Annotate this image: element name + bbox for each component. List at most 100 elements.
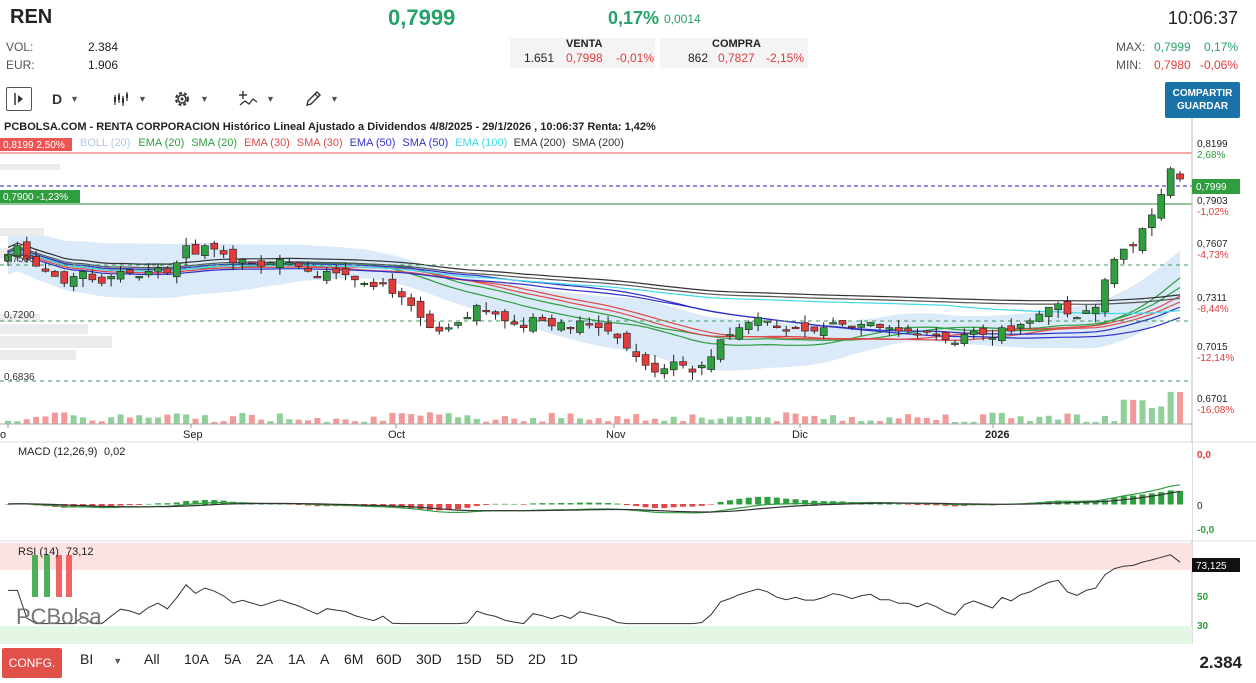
range-button-5d[interactable]: 5D — [496, 651, 514, 667]
month-label: Sep — [183, 429, 203, 441]
candle — [932, 333, 941, 336]
range-button-all[interactable]: All — [144, 651, 160, 667]
volume-total: 2.384 — [1199, 653, 1242, 672]
volume-bar — [539, 421, 546, 424]
range-button-1d[interactable]: 1D — [560, 651, 578, 667]
range-button-60d[interactable]: 60D — [376, 651, 402, 667]
venta-box: VENTA 1.651 0,7998 -0,01% — [510, 38, 655, 68]
chart-type-select[interactable]: ▼ — [112, 87, 147, 111]
candle — [773, 325, 781, 328]
volume-bar — [492, 419, 499, 424]
candle — [641, 354, 650, 366]
range-button-6m[interactable]: 6M — [344, 651, 364, 667]
macd-histogram-bar — [886, 503, 893, 505]
mode-select[interactable]: BI ▼ — [80, 651, 122, 667]
save-label: GUARDAR — [1176, 101, 1229, 112]
toggle-panel-icon[interactable] — [6, 87, 32, 111]
volume-bar — [389, 412, 396, 424]
legend-item: EMA (30) — [244, 137, 290, 149]
mid-level-tag — [0, 190, 80, 203]
volume-bar — [361, 421, 368, 424]
axis-price-label: 0,7311 — [1197, 293, 1227, 304]
volume-bar — [164, 414, 171, 424]
candle — [669, 361, 678, 371]
mid-level-label: 0,7900 -1,23% — [3, 192, 68, 203]
axis-pct-label: -1,02% — [1197, 207, 1229, 218]
macd-histogram-bar — [895, 503, 902, 505]
volume-bar — [876, 420, 883, 424]
volume-bar — [717, 418, 724, 424]
candle — [1166, 168, 1175, 196]
range-button-2a[interactable]: 2A — [256, 651, 274, 667]
period-select[interactable]: D ▼ — [52, 87, 79, 111]
macd-histogram-bar — [464, 504, 471, 508]
candle — [266, 262, 275, 265]
volume-bar — [1177, 392, 1183, 424]
candle — [885, 327, 894, 330]
volume-bar — [726, 416, 733, 424]
change-percent: 0,17% — [608, 8, 660, 28]
volume-bar — [108, 417, 115, 424]
candle — [923, 330, 931, 333]
candle — [744, 322, 753, 330]
volume-bar — [33, 417, 40, 424]
volume-bar — [858, 421, 865, 424]
macd-histogram-bar — [276, 503, 283, 505]
volume-bar — [923, 417, 930, 424]
chevron-down-icon: ▼ — [330, 94, 339, 104]
candle — [716, 339, 725, 360]
macd-histogram-bar — [783, 498, 790, 505]
range-button-5a[interactable]: 5A — [224, 651, 242, 667]
compra-box: COMPRA 862 0,7827 -2,15% — [660, 38, 808, 68]
volume-bar — [633, 414, 640, 424]
macd-histogram-bar — [1177, 490, 1183, 505]
legend-item: SMA (20) — [191, 137, 237, 149]
chart-area[interactable]: PCBOLSA.COM - RENTA CORPORACION Históric… — [0, 118, 1256, 645]
candle — [144, 270, 153, 276]
macd-axis-bot: -0,0 — [1197, 525, 1215, 536]
range-button-a[interactable]: A — [320, 651, 330, 667]
candle — [979, 327, 987, 335]
macd-histogram-bar — [530, 503, 537, 505]
share-save-button[interactable]: COMPARTIR GUARDAR — [1165, 82, 1240, 118]
candle — [116, 270, 125, 280]
volume-profile-bar — [0, 314, 40, 322]
candle — [707, 356, 716, 370]
volume-bar — [708, 419, 715, 424]
macd-histogram-bar — [258, 503, 265, 505]
candle — [894, 327, 903, 332]
volume-bar — [680, 421, 687, 424]
indicators-select[interactable]: ▼ — [238, 87, 275, 111]
candle — [276, 259, 284, 268]
settings-select[interactable]: ▼ — [172, 87, 209, 111]
macd-value: 0,02 — [104, 446, 125, 458]
macd-histogram-bar — [5, 504, 11, 505]
volume-profile-bar — [0, 164, 60, 170]
range-button-10a[interactable]: 10A — [184, 651, 209, 667]
candle — [988, 337, 997, 340]
range-button-2d[interactable]: 2D — [528, 651, 546, 667]
candle — [613, 333, 622, 339]
volume-bar — [305, 420, 312, 424]
volume-bar — [380, 420, 387, 424]
macd-histogram-bar — [905, 504, 912, 505]
volume-bar — [42, 416, 49, 424]
axis-price-label: 0,7607 — [1197, 239, 1228, 250]
candle — [726, 334, 734, 337]
quote-header: REN 0,7999 0,17% 0,0014 10:06:37 VOL: 2.… — [0, 0, 1256, 78]
candle — [360, 282, 369, 286]
config-button[interactable]: CONFG. — [2, 648, 62, 678]
macd-axis-mid: 0 — [1197, 501, 1203, 512]
candle — [1054, 303, 1062, 311]
macd-histogram-bar — [755, 496, 762, 505]
range-button-1a[interactable]: 1A — [288, 651, 306, 667]
macd-histogram-bar — [689, 504, 696, 507]
range-button-15d[interactable]: 15D — [456, 651, 482, 667]
volume-bar — [145, 417, 152, 424]
range-button-30d[interactable]: 30D — [416, 651, 442, 667]
volume-bar — [286, 419, 293, 424]
volume-bar — [651, 418, 658, 424]
drawing-tools-select[interactable]: ▼ — [304, 87, 339, 111]
macd-histogram-bar — [698, 504, 705, 506]
volume-bar — [576, 418, 583, 424]
